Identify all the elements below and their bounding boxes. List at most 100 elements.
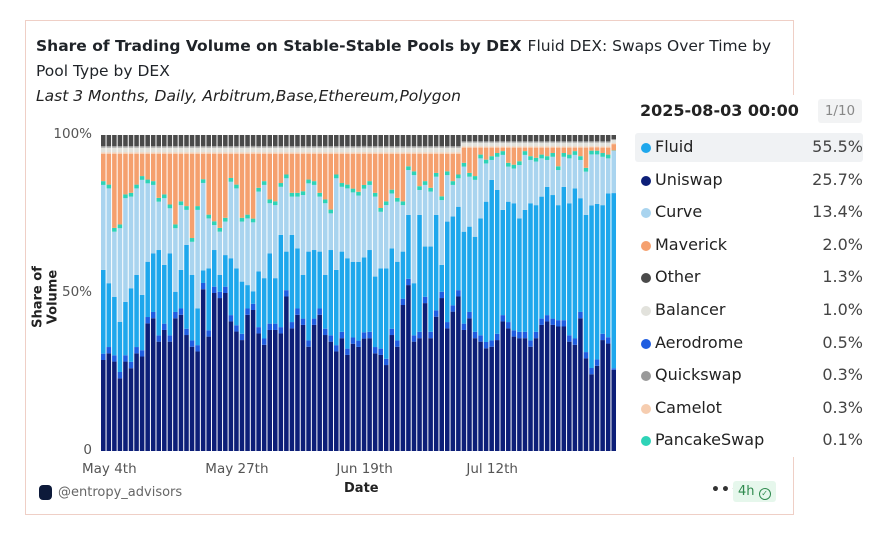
bar-segment-quickswap[interactable]: [445, 146, 450, 148]
bar-segment-other[interactable]: [605, 135, 611, 142]
bar-segment-maverick[interactable]: [594, 147, 600, 151]
bar-segment-curve[interactable]: [395, 201, 400, 262]
bar-segment-maverick[interactable]: [245, 153, 250, 215]
bar-segment-balancer[interactable]: [439, 147, 444, 153]
bar-segment-quickswap[interactable]: [378, 146, 383, 148]
bar-segment-maverick[interactable]: [411, 153, 417, 172]
bar-segment-uniswap[interactable]: [589, 374, 594, 451]
bar-segment-quickswap[interactable]: [184, 146, 189, 148]
bar-segment-camelot[interactable]: [311, 152, 317, 154]
bar-segment-balancer[interactable]: [273, 147, 278, 153]
bar-segment-maverick[interactable]: [134, 153, 139, 185]
bar-segment-aerodrome[interactable]: [334, 345, 339, 352]
bar-segment-curve[interactable]: [605, 158, 611, 194]
bar-segment-balancer[interactable]: [256, 147, 261, 153]
bar-segment-other[interactable]: [101, 135, 106, 147]
bar-segment-curve[interactable]: [594, 154, 600, 204]
bar-segment-quickswap[interactable]: [422, 146, 428, 148]
bar-segment-curve[interactable]: [200, 182, 206, 271]
bar-segment-fluid[interactable]: [372, 276, 378, 348]
bar-segment-pancakeswap[interactable]: [289, 192, 295, 197]
bar-segment-uniswap[interactable]: [567, 341, 572, 451]
bar-segment-balancer[interactable]: [550, 142, 555, 147]
bar-segment-maverick[interactable]: [184, 153, 189, 207]
bar-segment-aerodrome[interactable]: [189, 340, 195, 347]
bar-segment-curve[interactable]: [217, 231, 223, 275]
bar-segment-other[interactable]: [611, 135, 616, 140]
bar-segment-uniswap[interactable]: [239, 340, 245, 451]
bar-segment-balancer[interactable]: [300, 147, 306, 153]
bar-segment-uniswap[interactable]: [483, 348, 489, 451]
bar-segment-other[interactable]: [433, 135, 439, 147]
bar-segment-balancer[interactable]: [583, 142, 589, 147]
bar-segment-aerodrome[interactable]: [578, 311, 583, 319]
bar-segment-balancer[interactable]: [322, 147, 328, 153]
bar-segment-fluid[interactable]: [461, 231, 467, 324]
bar-segment-maverick[interactable]: [450, 153, 456, 182]
bar-segment-uniswap[interactable]: [594, 365, 600, 451]
bar-segment-other[interactable]: [478, 135, 483, 142]
bar-segment-other[interactable]: [184, 135, 189, 147]
bar-segment-maverick[interactable]: [483, 147, 489, 160]
bar-segment-maverick[interactable]: [367, 153, 372, 182]
bar-segment-other[interactable]: [589, 135, 594, 142]
bar-segment-other[interactable]: [267, 135, 272, 147]
bar-segment-curve[interactable]: [112, 231, 117, 297]
bar-segment-uniswap[interactable]: [339, 338, 345, 451]
bar-segment-maverick[interactable]: [378, 153, 383, 208]
bar-segment-quickswap[interactable]: [300, 146, 306, 148]
bar-segment-curve[interactable]: [500, 154, 506, 210]
bar-segment-pancakeswap[interactable]: [378, 208, 383, 212]
bar-segment-curve[interactable]: [517, 165, 522, 219]
bar-segment-curve[interactable]: [145, 183, 150, 262]
bar-segment-other[interactable]: [406, 135, 411, 147]
bar-segment-curve[interactable]: [544, 159, 550, 187]
bar-segment-pancakeswap[interactable]: [328, 209, 334, 214]
bar-segment-balancer[interactable]: [594, 142, 600, 147]
bar-segment-quickswap[interactable]: [278, 146, 284, 148]
bar-segment-curve[interactable]: [261, 184, 267, 279]
bar-segment-other[interactable]: [112, 135, 117, 147]
bar-segment-maverick[interactable]: [322, 153, 328, 200]
bar-segment-uniswap[interactable]: [572, 344, 578, 451]
bar-segment-camelot[interactable]: [123, 152, 128, 154]
bar-segment-quickswap[interactable]: [395, 146, 400, 148]
bar-segment-balancer[interactable]: [178, 147, 184, 153]
bar-segment-curve[interactable]: [439, 200, 444, 265]
bar-segment-aerodrome[interactable]: [267, 323, 272, 330]
bar-segment-balancer[interactable]: [555, 142, 561, 147]
bar-segment-quickswap[interactable]: [483, 141, 489, 143]
bar-segment-camelot[interactable]: [600, 146, 605, 148]
bar-segment-fluid[interactable]: [273, 278, 278, 324]
bar-segment-aerodrome[interactable]: [273, 323, 278, 330]
bar-segment-uniswap[interactable]: [417, 338, 422, 451]
bar-segment-balancer[interactable]: [189, 147, 195, 153]
bar-segment-maverick[interactable]: [150, 153, 156, 182]
bar-segment-fluid[interactable]: [234, 268, 239, 326]
bar-segment-aerodrome[interactable]: [400, 298, 406, 306]
bar-segment-other[interactable]: [289, 135, 295, 147]
bar-segment-camelot[interactable]: [101, 152, 106, 154]
bar-segment-pancakeswap[interactable]: [561, 153, 567, 157]
bar-segment-maverick[interactable]: [539, 147, 544, 155]
bar-segment-aerodrome[interactable]: [345, 348, 350, 355]
bar-segment-pancakeswap[interactable]: [200, 179, 206, 183]
bar-segment-camelot[interactable]: [522, 146, 528, 148]
bar-segment-camelot[interactable]: [211, 152, 217, 154]
bar-segment-balancer[interactable]: [289, 147, 295, 153]
bar-segment-uniswap[interactable]: [539, 324, 544, 451]
bar-segment-other[interactable]: [356, 135, 361, 147]
bar-segment-maverick[interactable]: [123, 153, 128, 195]
bar-segment-curve[interactable]: [128, 196, 134, 289]
bar-segment-maverick[interactable]: [611, 144, 616, 151]
bar-segment-camelot[interactable]: [306, 152, 311, 154]
bar-segment-pancakeswap[interactable]: [533, 157, 539, 162]
bar-segment-camelot[interactable]: [273, 152, 278, 154]
bar-segment-fluid[interactable]: [383, 268, 389, 359]
bar-segment-balancer[interactable]: [361, 147, 367, 153]
bar-segment-balancer[interactable]: [139, 147, 145, 153]
bar-segment-balancer[interactable]: [228, 147, 234, 153]
bar-segment-fluid[interactable]: [178, 269, 184, 309]
bar-segment-balancer[interactable]: [239, 147, 245, 153]
bar-segment-uniswap[interactable]: [145, 323, 150, 451]
